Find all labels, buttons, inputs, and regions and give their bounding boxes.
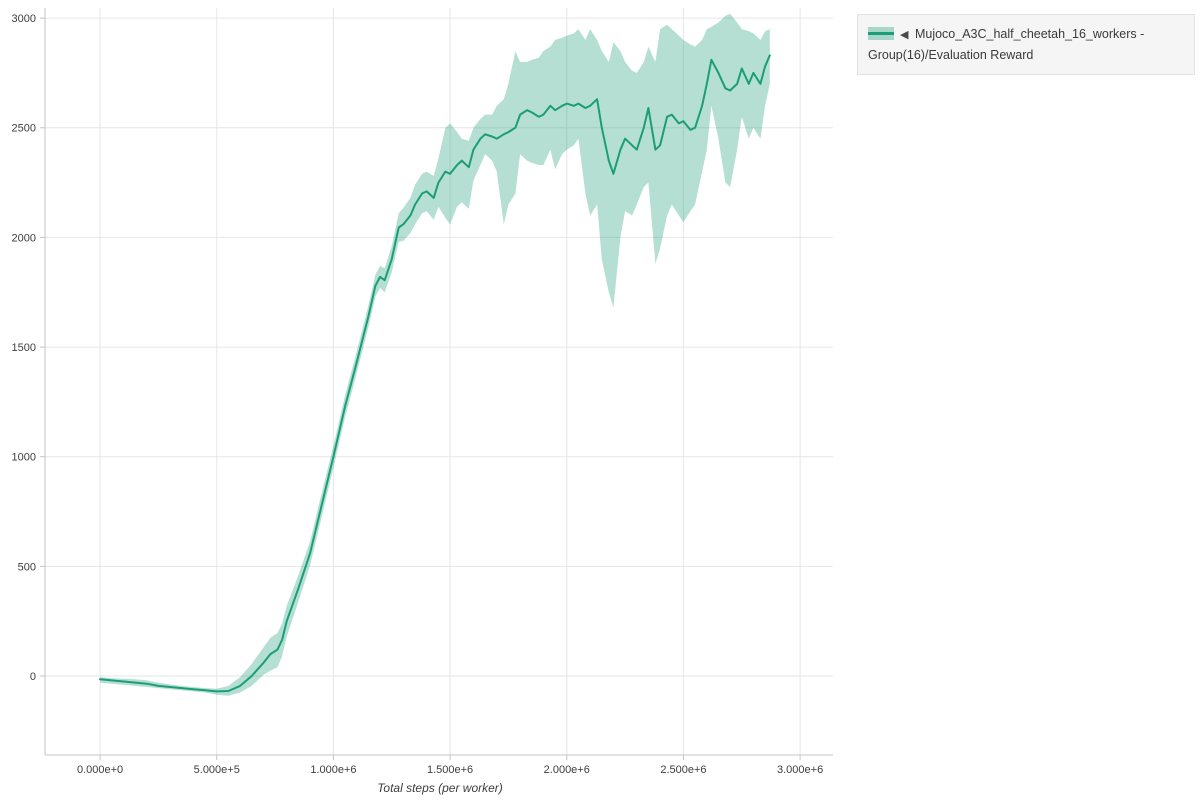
- legend-box: ◀ Mujoco_A3C_half_cheetah_16_workers - G…: [857, 14, 1195, 76]
- y-tick-label: 3000: [12, 13, 36, 25]
- x-axis-label: Total steps (per worker): [377, 781, 503, 795]
- reward-band: [100, 13, 770, 696]
- x-tick-label: 1.500e+6: [427, 764, 473, 776]
- y-tick-label: 0: [30, 671, 36, 683]
- x-tick-label: 1.000e+6: [310, 764, 356, 776]
- y-tick-label: 2500: [12, 123, 36, 135]
- x-tick-label: 3.000e+6: [777, 764, 823, 776]
- y-tick-label: 1500: [12, 342, 36, 354]
- y-tick-label: 2000: [12, 232, 36, 244]
- legend-series-label[interactable]: Mujoco_A3C_half_cheetah_16_workers - Gro…: [868, 27, 1145, 62]
- legend-collapse-icon[interactable]: ◀: [900, 29, 909, 41]
- legend-series-swatch: [868, 27, 894, 40]
- x-tick-label: 2.000e+6: [544, 764, 590, 776]
- y-tick-label: 500: [18, 561, 36, 573]
- x-tick-label: 5.000e+5: [194, 764, 240, 776]
- reward-line: [99, 54, 771, 693]
- y-tick-label: 1000: [12, 452, 36, 464]
- x-tick-label: 0.000e+0: [77, 764, 123, 776]
- x-tick-label: 2.500e+6: [660, 764, 706, 776]
